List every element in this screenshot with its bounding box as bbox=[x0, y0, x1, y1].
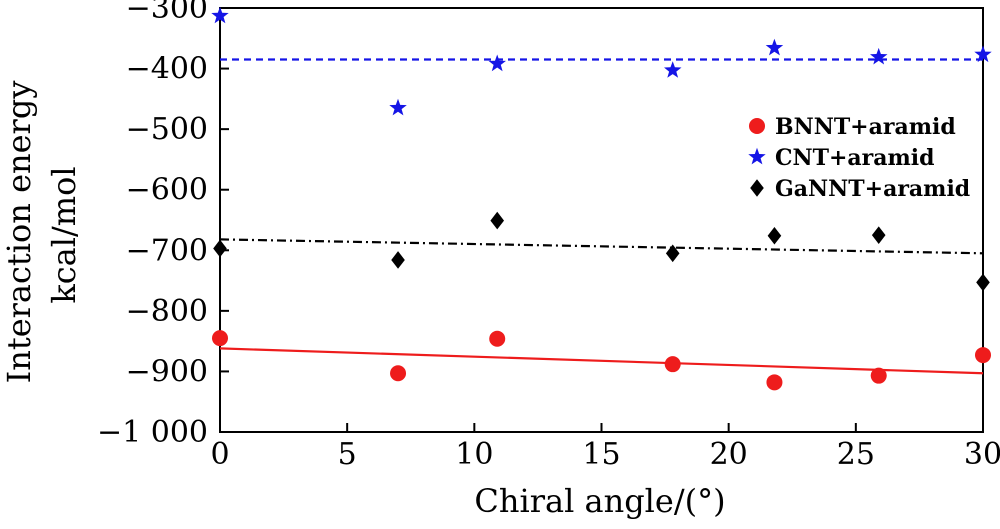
legend-marker-3 bbox=[750, 179, 764, 197]
data-point-series-3 bbox=[213, 239, 227, 258]
y-tick-label: −700 bbox=[126, 233, 208, 268]
x-tick-label: 30 bbox=[964, 437, 1000, 472]
data-point-series-1 bbox=[489, 330, 506, 347]
data-point-series-2 bbox=[211, 6, 229, 24]
x-tick-label: 20 bbox=[710, 437, 748, 472]
data-point-series-1 bbox=[390, 365, 407, 382]
y-tick-label: −500 bbox=[126, 112, 208, 147]
y-tick-label: −600 bbox=[126, 173, 208, 208]
axes bbox=[219, 7, 984, 433]
y-axis-unit-label: kcal/mol bbox=[45, 166, 83, 303]
data-point-series-3 bbox=[767, 226, 782, 245]
fit-lines bbox=[219, 58, 984, 375]
x-tick-label: 5 bbox=[338, 437, 357, 472]
data-point-series-3 bbox=[871, 226, 886, 244]
data-point-series-1 bbox=[975, 347, 991, 364]
legend-label-2: CNT+aramid bbox=[775, 145, 935, 171]
legend-marker-1 bbox=[749, 118, 765, 134]
legend-label-3: GaNNT+aramid bbox=[775, 176, 970, 202]
data-point-series-3 bbox=[391, 251, 405, 269]
legend-label-1: BNNT+aramid bbox=[775, 114, 956, 140]
legend: BNNT+aramid CNT+aramid GaNNT+aramid bbox=[748, 114, 970, 202]
data-point-series-2 bbox=[870, 47, 888, 65]
data-point-series-2 bbox=[765, 38, 784, 56]
y-tick-label: −1 000 bbox=[97, 415, 208, 450]
data-points bbox=[211, 6, 992, 391]
data-point-series-2 bbox=[488, 54, 506, 72]
x-tick-label: 0 bbox=[210, 437, 229, 472]
fit-line-3 bbox=[219, 238, 984, 255]
data-point-series-1 bbox=[766, 374, 783, 391]
data-point-series-1 bbox=[212, 330, 228, 347]
tick-labels: 0 5 10 15 20 25 30 −1 000 −900 −800 −700 −600 −500 −4… bbox=[97, 0, 1000, 472]
data-point-series-2 bbox=[389, 98, 407, 116]
y-tick-label: −800 bbox=[126, 294, 208, 329]
y-tick-label: −300 bbox=[126, 0, 208, 26]
x-tick-label: 10 bbox=[455, 437, 493, 472]
y-tick-label: −400 bbox=[126, 52, 208, 87]
x-axis-label: Chiral angle/(°) bbox=[474, 482, 725, 520]
y-axis-label: Interaction energy bbox=[0, 81, 38, 384]
fit-line-1 bbox=[219, 347, 984, 375]
data-point-series-2 bbox=[664, 61, 682, 78]
data-point-series-3 bbox=[976, 273, 990, 292]
data-point-series-1 bbox=[870, 367, 887, 384]
x-tick-label: 15 bbox=[582, 437, 620, 472]
data-point-series-2 bbox=[974, 45, 992, 63]
legend-marker-2 bbox=[748, 147, 766, 165]
data-point-series-3 bbox=[490, 211, 505, 230]
data-point-series-3 bbox=[665, 244, 680, 263]
y-tick-label: −900 bbox=[126, 354, 208, 389]
plot-frame bbox=[219, 7, 984, 433]
data-point-series-1 bbox=[664, 356, 681, 373]
x-tick-label: 25 bbox=[837, 437, 875, 472]
